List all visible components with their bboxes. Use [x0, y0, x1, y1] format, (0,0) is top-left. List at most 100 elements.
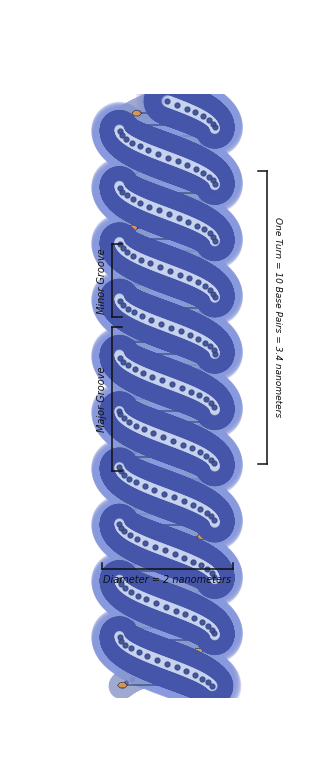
- Polygon shape: [119, 191, 129, 196]
- Polygon shape: [126, 477, 136, 482]
- Polygon shape: [115, 294, 125, 299]
- Polygon shape: [193, 648, 203, 654]
- Polygon shape: [172, 271, 182, 276]
- Polygon shape: [205, 568, 215, 573]
- Polygon shape: [201, 397, 211, 402]
- Polygon shape: [195, 591, 205, 597]
- Polygon shape: [210, 523, 219, 528]
- Polygon shape: [123, 362, 133, 368]
- Polygon shape: [204, 248, 214, 253]
- Polygon shape: [209, 637, 218, 642]
- Polygon shape: [130, 168, 140, 173]
- Polygon shape: [201, 362, 211, 368]
- Polygon shape: [204, 511, 213, 517]
- Polygon shape: [124, 419, 134, 425]
- Polygon shape: [119, 626, 128, 630]
- Polygon shape: [184, 557, 193, 562]
- Polygon shape: [149, 431, 159, 436]
- Polygon shape: [160, 100, 170, 104]
- Polygon shape: [170, 546, 180, 550]
- Polygon shape: [205, 191, 215, 196]
- Polygon shape: [142, 260, 152, 265]
- Polygon shape: [155, 214, 165, 219]
- Polygon shape: [168, 603, 178, 608]
- Text: Major Groove: Major Groove: [96, 367, 107, 432]
- Polygon shape: [166, 660, 175, 665]
- Polygon shape: [182, 260, 192, 265]
- Polygon shape: [181, 499, 191, 505]
- Polygon shape: [141, 557, 151, 562]
- Text: Diameter = 2 nanometers: Diameter = 2 nanometers: [103, 575, 231, 586]
- Polygon shape: [140, 202, 150, 208]
- Polygon shape: [150, 328, 160, 333]
- Polygon shape: [199, 477, 208, 482]
- Text: One Turn = 10 Base Pairs = 3.4 nanometers: One Turn = 10 Base Pairs = 3.4 nanometer…: [274, 217, 282, 417]
- Polygon shape: [129, 591, 139, 597]
- Polygon shape: [125, 339, 135, 345]
- Polygon shape: [148, 385, 157, 390]
- Polygon shape: [124, 397, 133, 402]
- Polygon shape: [209, 180, 219, 184]
- Polygon shape: [175, 431, 185, 436]
- Polygon shape: [120, 248, 130, 253]
- Polygon shape: [210, 351, 220, 356]
- Polygon shape: [156, 603, 166, 608]
- Polygon shape: [198, 282, 208, 288]
- Polygon shape: [187, 145, 196, 151]
- Polygon shape: [118, 683, 127, 688]
- Polygon shape: [188, 671, 198, 677]
- Polygon shape: [210, 466, 219, 470]
- Polygon shape: [126, 282, 136, 288]
- Polygon shape: [209, 122, 218, 127]
- Polygon shape: [193, 111, 202, 116]
- Polygon shape: [178, 374, 187, 379]
- Text: Minor Groove: Minor Groove: [96, 248, 107, 314]
- Polygon shape: [174, 328, 184, 333]
- Polygon shape: [114, 408, 124, 413]
- Polygon shape: [116, 122, 126, 127]
- Polygon shape: [122, 305, 131, 310]
- Polygon shape: [210, 408, 220, 413]
- Polygon shape: [177, 385, 186, 390]
- Polygon shape: [186, 614, 196, 619]
- Polygon shape: [210, 294, 219, 299]
- Polygon shape: [115, 180, 125, 184]
- Polygon shape: [115, 237, 125, 241]
- Polygon shape: [115, 466, 124, 470]
- Polygon shape: [179, 442, 189, 448]
- Polygon shape: [120, 568, 129, 573]
- Polygon shape: [196, 225, 206, 230]
- Polygon shape: [132, 111, 141, 116]
- Polygon shape: [167, 157, 177, 162]
- Polygon shape: [115, 523, 125, 528]
- Polygon shape: [207, 683, 216, 688]
- Polygon shape: [127, 534, 137, 539]
- Polygon shape: [116, 637, 126, 642]
- Polygon shape: [203, 305, 213, 310]
- Polygon shape: [180, 317, 190, 321]
- Polygon shape: [165, 100, 174, 104]
- Polygon shape: [137, 671, 146, 677]
- Polygon shape: [114, 351, 124, 356]
- Polygon shape: [210, 237, 219, 241]
- Polygon shape: [197, 534, 207, 539]
- Polygon shape: [138, 145, 147, 151]
- Polygon shape: [173, 488, 183, 493]
- Polygon shape: [139, 614, 148, 619]
- Polygon shape: [145, 442, 155, 448]
- Polygon shape: [154, 546, 164, 550]
- Polygon shape: [200, 339, 209, 345]
- Polygon shape: [157, 157, 167, 162]
- Polygon shape: [143, 499, 153, 505]
- Polygon shape: [194, 168, 204, 173]
- Polygon shape: [170, 214, 179, 219]
- Polygon shape: [152, 488, 161, 493]
- Polygon shape: [206, 133, 216, 139]
- Polygon shape: [159, 660, 169, 665]
- Polygon shape: [121, 511, 130, 517]
- Polygon shape: [118, 133, 128, 139]
- Polygon shape: [115, 580, 125, 585]
- Polygon shape: [206, 626, 215, 630]
- Polygon shape: [131, 648, 141, 654]
- Polygon shape: [144, 317, 154, 321]
